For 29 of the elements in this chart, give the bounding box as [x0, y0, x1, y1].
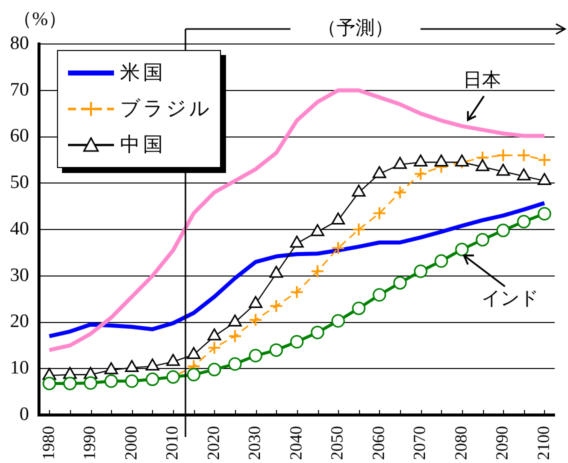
y-tick-label: 30 — [10, 264, 29, 286]
y-tick-label: 10 — [10, 358, 29, 379]
x-tick-label: 2100 — [534, 426, 553, 460]
y-tick-label: 20 — [10, 311, 29, 332]
y-tick-label: 50 — [10, 172, 29, 194]
x-tick-label: 2030 — [245, 426, 264, 460]
y-axis-title: （%） — [13, 8, 67, 30]
annotation: 日本 — [462, 70, 501, 92]
x-tick-label: 2090 — [492, 426, 512, 460]
y-tick-label: 60 — [10, 126, 29, 147]
x-tick-label: 2010 — [162, 426, 182, 460]
legend-label: 米国 — [120, 61, 166, 86]
x-tick-label: 2070 — [410, 426, 430, 460]
x-tick-label: 2080 — [451, 426, 470, 460]
text: （予測） — [317, 18, 394, 39]
annotation: インド — [481, 288, 538, 310]
x-tick-label: 2040 — [286, 426, 306, 460]
x-tick-label: 2020 — [204, 426, 223, 460]
y-tick-label: 0 — [20, 404, 29, 425]
y-tick-label: 80 — [10, 32, 29, 54]
x-tick-label: 1980 — [38, 426, 58, 460]
legend-label: ブラジル — [120, 97, 212, 122]
y-tick-label: 40 — [10, 218, 29, 240]
x-tick-label: 1990 — [80, 426, 100, 460]
x-tick-label: 2000 — [121, 426, 140, 460]
y-tick-label: 70 — [10, 79, 29, 100]
x-tick-label: 2060 — [368, 426, 388, 460]
legend-label: 中国 — [120, 133, 166, 158]
x-tick-label: 2050 — [328, 426, 347, 460]
